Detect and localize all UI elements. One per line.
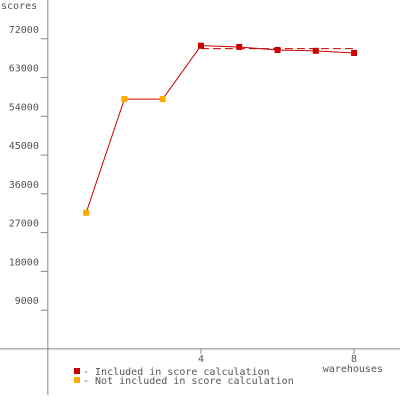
legend-label: - Not included in score calculation (83, 376, 294, 387)
series-line (162, 45, 202, 100)
data-point (351, 49, 358, 56)
data-point (274, 46, 281, 53)
x-tick-label: 4 (198, 354, 204, 365)
y-tick-label: 72000 (9, 25, 39, 36)
data-point (236, 43, 243, 50)
data-point (83, 209, 90, 216)
series-line (85, 98, 163, 213)
y-tick-label: 27000 (9, 219, 39, 230)
legend-label: - Included in score calculation (83, 367, 270, 378)
legend-swatch (74, 377, 80, 383)
y-tick-label: 36000 (9, 180, 39, 191)
y-tick-label: 63000 (9, 64, 39, 75)
y-tick-label: 54000 (9, 102, 39, 113)
data-point (197, 42, 204, 49)
y-axis-label: scores (1, 1, 37, 12)
y-tick-label: 9000 (15, 296, 39, 307)
x-tick-label: 8 (351, 354, 357, 365)
y-tick-label: 45000 (9, 141, 39, 152)
data-point (121, 96, 128, 103)
x-axis-label: warehouses (323, 364, 383, 375)
legend-swatch (74, 368, 80, 374)
y-tick-label: 18000 (9, 257, 39, 268)
data-point (312, 47, 319, 54)
data-point (159, 96, 166, 103)
